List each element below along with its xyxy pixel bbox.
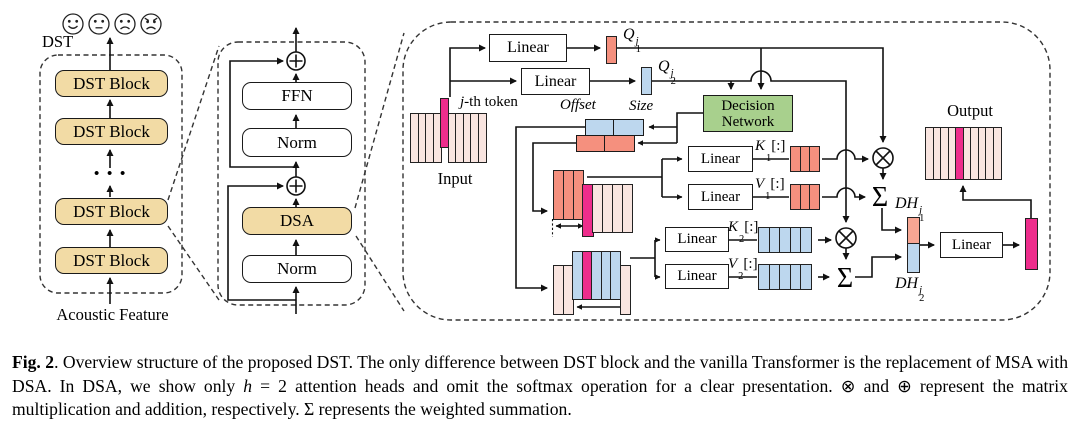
neutral-face-icon — [88, 13, 110, 35]
dsa-panel-border — [402, 21, 1051, 321]
linear-q1-box: Linear — [489, 34, 567, 62]
jth-token-label: j-th token — [460, 94, 518, 110]
happy-face-icon — [62, 13, 84, 35]
zoom-connector-line — [167, 45, 220, 201]
linear-k2-box: Linear — [665, 227, 729, 252]
ellipsis-dots: • • • — [94, 166, 128, 182]
weighted-sum-head1-symbol: Σ — [872, 182, 888, 213]
dh1-label: DH j 1 — [895, 195, 925, 224]
k1-token-strip — [790, 146, 820, 172]
v2-label: V 2 [:] — [728, 256, 758, 282]
token-cell-pale — [621, 184, 633, 233]
figure-caption-number: Fig. 2 — [12, 352, 55, 372]
dst-title: DST — [42, 32, 74, 51]
sad-face-icon — [114, 13, 136, 35]
dsa-box: DSA — [242, 207, 352, 235]
head1-window-wire — [532, 142, 576, 215]
head1-window-strip — [553, 170, 633, 237]
offset-box-head2 — [585, 118, 614, 136]
acoustic-feature-label: Acoustic Feature — [56, 305, 169, 324]
angry-face-icon — [140, 13, 162, 35]
q2-token — [641, 67, 652, 95]
v1-label: V 1 [:] — [755, 176, 785, 202]
dh2-vector — [907, 242, 920, 273]
dst-block-1: DST Block — [55, 70, 168, 97]
token-cell-pale — [477, 113, 487, 163]
weighted-sum-head2-symbol: Σ — [837, 263, 853, 294]
v1-token-strip — [790, 184, 820, 210]
dh2-label: DH j 2 — [895, 275, 925, 304]
zoom-connector-line — [167, 225, 220, 301]
offset-label: Offset — [560, 97, 596, 113]
size-box-head1 — [603, 135, 635, 152]
k1-label: K 1 [:] — [755, 138, 786, 164]
head2-window-strip — [553, 251, 631, 315]
head1-size-glyph-icon — [551, 219, 584, 237]
k2-token-strip — [758, 227, 812, 253]
token-cell-pale — [992, 127, 1002, 180]
otimes-head1-icon — [872, 147, 894, 169]
linear-k1-box: Linear — [688, 146, 753, 172]
token-cell-salmon — [809, 146, 820, 172]
norm-top-box: Norm — [242, 128, 352, 157]
diagram-connectors: Σ Σ — [39, 21, 1051, 321]
projected-vector — [1025, 218, 1038, 270]
offset-box-head1 — [576, 135, 605, 152]
q2-wire — [652, 70, 850, 223]
dst-panel-border — [39, 54, 183, 294]
dst-block-2: DST Block — [55, 118, 168, 145]
zoom-connector-line — [354, 32, 405, 209]
output-token-strip — [925, 127, 1002, 180]
decision-network-box: Decision Network — [703, 95, 793, 132]
linear-output-box: Linear — [940, 232, 1003, 258]
ffn-box: FFN — [242, 82, 352, 110]
output-label: Output — [947, 101, 993, 120]
oplus-upper-icon — [286, 51, 306, 71]
residual-skip-lower — [227, 182, 296, 301]
size-label: Size — [629, 98, 654, 114]
k2-label: K 2 [:] — [728, 219, 759, 245]
figure-caption: Fig. 2. Overview structure of the propos… — [12, 352, 1068, 419]
emotion-faces — [61, 12, 163, 36]
input-token-strip — [410, 98, 487, 163]
q1-wire — [617, 47, 887, 143]
dst-block-3: DST Block — [55, 198, 168, 225]
input-label: Input — [437, 169, 473, 188]
oplus-lower-icon — [286, 176, 306, 196]
token-cell-salmon — [809, 184, 820, 210]
size-box-head2 — [612, 118, 644, 136]
residual-skip-upper — [229, 57, 296, 168]
q1-token — [606, 36, 617, 64]
v2-token-strip — [758, 264, 812, 290]
dst-block-4: DST Block — [55, 247, 168, 274]
token-cell-blue — [800, 227, 812, 253]
head2-window-wire — [515, 126, 585, 292]
norm-bottom-box: Norm — [242, 255, 352, 283]
token-cell-blue — [800, 264, 812, 290]
dh1-vector — [907, 217, 920, 244]
token-cell-pale — [619, 265, 631, 315]
otimes-head2-icon — [835, 227, 857, 249]
zoom-connector-line — [355, 235, 405, 312]
linear-v2-box: Linear — [665, 264, 729, 289]
linear-v1-box: Linear — [688, 184, 753, 210]
linear-q2-box: Linear — [521, 68, 590, 95]
